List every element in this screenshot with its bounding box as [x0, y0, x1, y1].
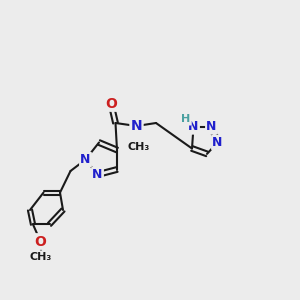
- Text: N: N: [80, 153, 91, 166]
- Text: N: N: [131, 119, 142, 133]
- Text: O: O: [34, 235, 46, 248]
- Text: CH₃: CH₃: [29, 251, 52, 262]
- Text: N: N: [212, 136, 223, 149]
- Text: H: H: [182, 114, 190, 124]
- Text: N: N: [188, 120, 199, 134]
- Text: O: O: [105, 97, 117, 110]
- Text: CH₃: CH₃: [128, 142, 150, 152]
- Text: N: N: [92, 168, 103, 181]
- Text: N: N: [206, 120, 217, 134]
